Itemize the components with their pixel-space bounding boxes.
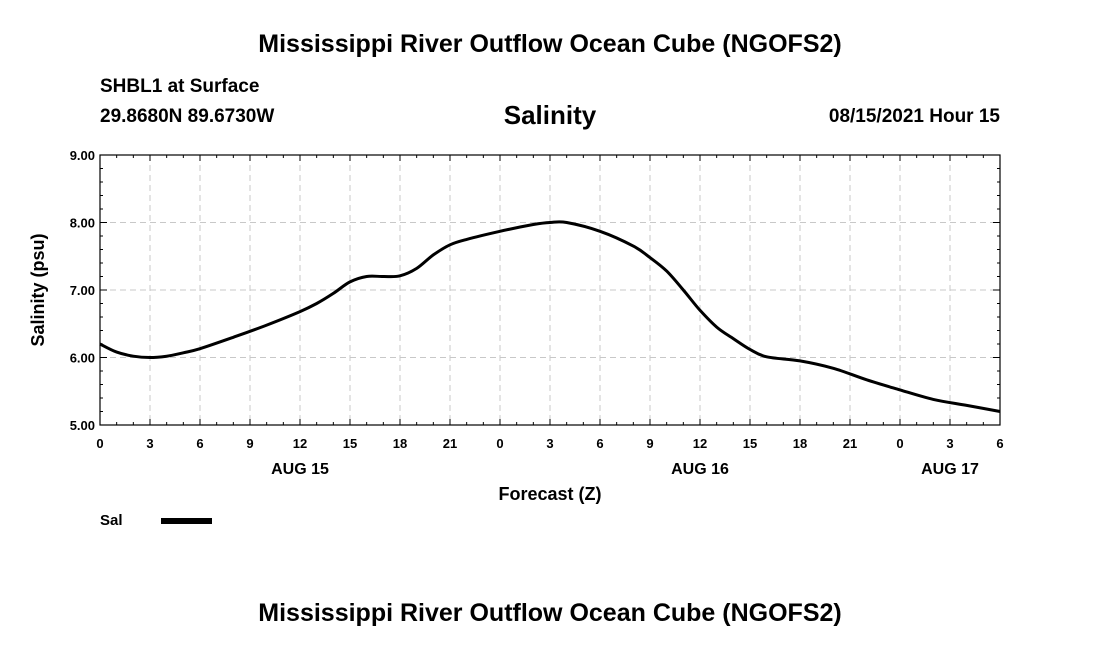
x-tick-label: 12 [693, 436, 707, 451]
axis-ticks [99, 154, 1001, 426]
day-label: AUG 16 [671, 461, 729, 478]
x-tick-label: 3 [946, 436, 953, 451]
chart-title: Mississippi River Outflow Ocean Cube (NG… [258, 30, 842, 58]
legend: Sal [100, 512, 212, 529]
x-tick-label: 6 [996, 436, 1003, 451]
legend-label: Sal [100, 512, 123, 529]
y-axis-title: Salinity (psu) [28, 233, 48, 346]
day-label: AUG 15 [271, 461, 329, 478]
axis-tick-labels: 0 3 6 9 12 15 18 21 0 3 6 9 12 15 18 21 0 3 6 5.00 6.00 7.00 8… [70, 148, 1004, 478]
x-tick-label: 21 [443, 436, 457, 451]
x-tick-label: 9 [246, 436, 253, 451]
footer-title: Mississippi River Outflow Ocean Cube (NG… [258, 599, 842, 627]
grid [100, 155, 1000, 425]
x-tick-label: 3 [546, 436, 553, 451]
x-tick-label: 12 [293, 436, 307, 451]
y-tick-label: 9.00 [70, 148, 95, 163]
coordinates-label: 29.8680N 89.6730W [100, 106, 275, 127]
series-layer [99, 220, 1001, 413]
x-axis-title: Forecast (Z) [498, 484, 601, 504]
x-tick-label: 21 [843, 436, 857, 451]
series-line-sal [99, 220, 1001, 413]
y-tick-label: 5.00 [70, 418, 95, 433]
x-tick-label: 0 [896, 436, 903, 451]
x-tick-label: 18 [793, 436, 807, 451]
x-tick-label: 0 [96, 436, 103, 451]
x-tick-label: 9 [646, 436, 653, 451]
y-tick-label: 8.00 [70, 216, 95, 231]
x-tick-label: 18 [393, 436, 407, 451]
x-tick-label: 15 [743, 436, 757, 451]
y-tick-label: 7.00 [70, 283, 95, 298]
x-tick-label: 0 [496, 436, 503, 451]
variable-title: Salinity [503, 100, 597, 130]
forecast-datetime: 08/15/2021 Hour 15 [828, 106, 1000, 127]
x-tick-label: 6 [596, 436, 603, 451]
x-tick-label: 6 [196, 436, 203, 451]
x-tick-label: 15 [343, 436, 357, 451]
y-tick-label: 6.00 [70, 351, 95, 366]
day-label: AUG 17 [921, 461, 979, 478]
x-tick-label: 3 [146, 436, 153, 451]
station-label: SHBL1 at Surface [100, 76, 260, 97]
